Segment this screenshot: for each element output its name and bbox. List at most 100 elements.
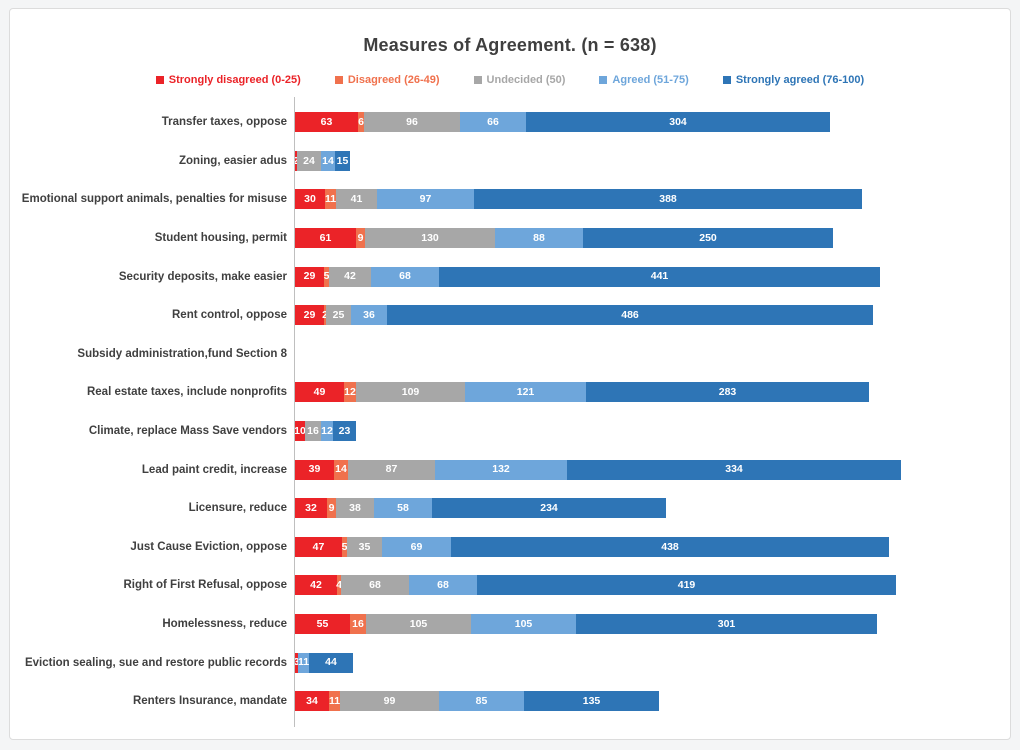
bar-segment: 58 xyxy=(374,498,432,519)
bar-segment: 42 xyxy=(295,575,337,596)
bar-segment: 34 xyxy=(295,691,329,712)
category-label: Emotional support animals, penalties for… xyxy=(21,193,287,206)
legend-item: Disagreed (26-49) xyxy=(334,74,440,86)
bar-value-label: 14 xyxy=(322,154,334,167)
bar-value-label: 85 xyxy=(475,694,488,707)
bar-stack: 3 11 44 xyxy=(294,652,915,673)
bar-stack: 29 2 25 36 486 xyxy=(295,305,915,326)
bar-segment: 88 xyxy=(495,228,583,249)
bar-segment: 419 xyxy=(477,575,896,596)
bar-segment: 42 xyxy=(329,266,371,287)
bar-segment: 2 xyxy=(322,305,328,326)
bar-value-label: 334 xyxy=(725,463,743,476)
bar-segment: 99 xyxy=(340,691,439,712)
bar-segment: 36 xyxy=(351,305,387,326)
bar-value-label: 36 xyxy=(363,309,375,322)
bar-segment: 85 xyxy=(439,691,524,712)
legend-swatch-icon xyxy=(599,76,608,84)
bar-stack: 49 12 109 121 283 xyxy=(295,382,915,403)
category-row: Zoning, easier adus 2 24 14 15 xyxy=(10,142,1010,181)
bar-segment: 68 xyxy=(371,266,439,287)
bar-value-label: 16 xyxy=(307,424,319,437)
bar-segment: 69 xyxy=(382,536,451,557)
bar-segment: 61 xyxy=(295,228,356,249)
bar-segment: 66 xyxy=(460,112,526,133)
bar-stack: 34 11 99 85 135 xyxy=(295,691,915,712)
bar-segment: 283 xyxy=(586,382,869,403)
bar-segment: 14 xyxy=(334,459,348,480)
bar-value-label: 87 xyxy=(385,463,398,476)
bar-value-label: 11 xyxy=(324,193,337,206)
bar-value-label: 44 xyxy=(325,656,337,669)
chart-panel: Measures of Agreement. (n = 638) Strongl… xyxy=(9,8,1011,740)
bar-value-label: 32 xyxy=(305,501,317,514)
bar-segment: 388 xyxy=(474,189,862,210)
bar-segment: 97 xyxy=(377,189,474,210)
bar-segment: 3 xyxy=(294,652,299,673)
category-row: Just Cause Eviction, oppose 47 5 35 69 438 xyxy=(10,528,1010,567)
category-label: Subsidy administration,fund Section 8 xyxy=(77,347,287,360)
bar-segment: 11 xyxy=(324,189,337,210)
bar-segment: 304 xyxy=(526,112,830,133)
bar-value-label: 438 xyxy=(661,540,679,553)
bar-value-label: 4 xyxy=(336,579,342,592)
bar-value-label: 5 xyxy=(323,270,330,283)
bar-segment: 35 xyxy=(347,536,382,557)
legend-item: Undecided (50) xyxy=(473,74,566,86)
bar-segment: 12 xyxy=(344,382,356,403)
bar-segment: 44 xyxy=(309,652,353,673)
bar-segment: 441 xyxy=(439,266,880,287)
bar-value-label: 97 xyxy=(419,193,432,206)
bar-segment: 135 xyxy=(524,691,659,712)
bar-value-label: 2 xyxy=(293,154,299,167)
y-axis-line xyxy=(294,97,295,727)
bar-value-label: 9 xyxy=(328,501,335,514)
category-label: Real estate taxes, include nonprofits xyxy=(86,386,287,399)
bar-value-label: 11 xyxy=(328,694,341,707)
legend-label: Disagreed (26-49) xyxy=(347,74,440,86)
bar-stack: 32 9 38 58 234 xyxy=(295,498,915,519)
bar-segment: 96 xyxy=(364,112,460,133)
bar-segment: 5 xyxy=(342,536,347,557)
bar-value-label: 2 xyxy=(322,309,328,322)
bar-segment: 16 xyxy=(350,614,366,635)
bar-segment: 16 xyxy=(305,421,321,442)
bar-value-label: 96 xyxy=(406,116,418,129)
bar-value-label: 12 xyxy=(344,386,356,399)
bar-value-label: 42 xyxy=(344,270,356,283)
bar-value-label: 14 xyxy=(335,463,347,476)
bar-segment: 41 xyxy=(336,189,377,210)
category-row: Lead paint credit, increase 39 14 87 132 334 xyxy=(10,450,1010,489)
bar-stack: 29 5 42 68 441 xyxy=(295,266,915,287)
bar-segment: 24 xyxy=(297,150,321,171)
bar-value-label: 68 xyxy=(399,270,411,283)
bar-segment: 25 xyxy=(326,305,351,326)
bar-segment: 10 xyxy=(294,421,306,442)
category-label: Lead paint credit, increase xyxy=(141,463,287,476)
bar-value-label: 24 xyxy=(303,154,315,167)
category-label: Homelessness, reduce xyxy=(162,618,287,631)
bar-segment: 5 xyxy=(323,266,330,287)
bar-value-label: 12 xyxy=(321,424,333,437)
bar-value-label: 63 xyxy=(320,116,333,129)
bar-stack: 63 6 96 66 304 xyxy=(295,112,915,133)
bar-value-label: 29 xyxy=(303,270,316,283)
bar-value-label: 42 xyxy=(310,579,322,592)
category-row: Right of First Refusal, oppose 42 4 68 68 419 xyxy=(10,566,1010,605)
bar-value-label: 66 xyxy=(487,116,499,129)
chart-legend: Strongly disagreed (0-25) Disagreed (26-4… xyxy=(10,74,1010,86)
category-row: Transfer taxes, oppose 63 6 96 66 304 xyxy=(10,103,1010,142)
bar-segment: 15 xyxy=(335,150,350,171)
bar-value-label: 69 xyxy=(410,540,423,553)
category-label: Security deposits, make easier xyxy=(118,270,287,283)
bar-segment: 105 xyxy=(471,614,576,635)
bar-segment: 11 xyxy=(328,691,341,712)
legend-label: Undecided (50) xyxy=(486,74,566,86)
bar-stack: 10 16 12 23 xyxy=(294,421,915,442)
bar-value-label: 304 xyxy=(669,116,687,129)
bar-segment: 39 xyxy=(295,459,334,480)
bar-stack: 55 16 105 105 301 xyxy=(295,614,915,635)
chart-title: Measures of Agreement. (n = 638) xyxy=(363,35,657,55)
category-row: Student housing, permit 61 9 130 88 250 xyxy=(10,219,1010,258)
